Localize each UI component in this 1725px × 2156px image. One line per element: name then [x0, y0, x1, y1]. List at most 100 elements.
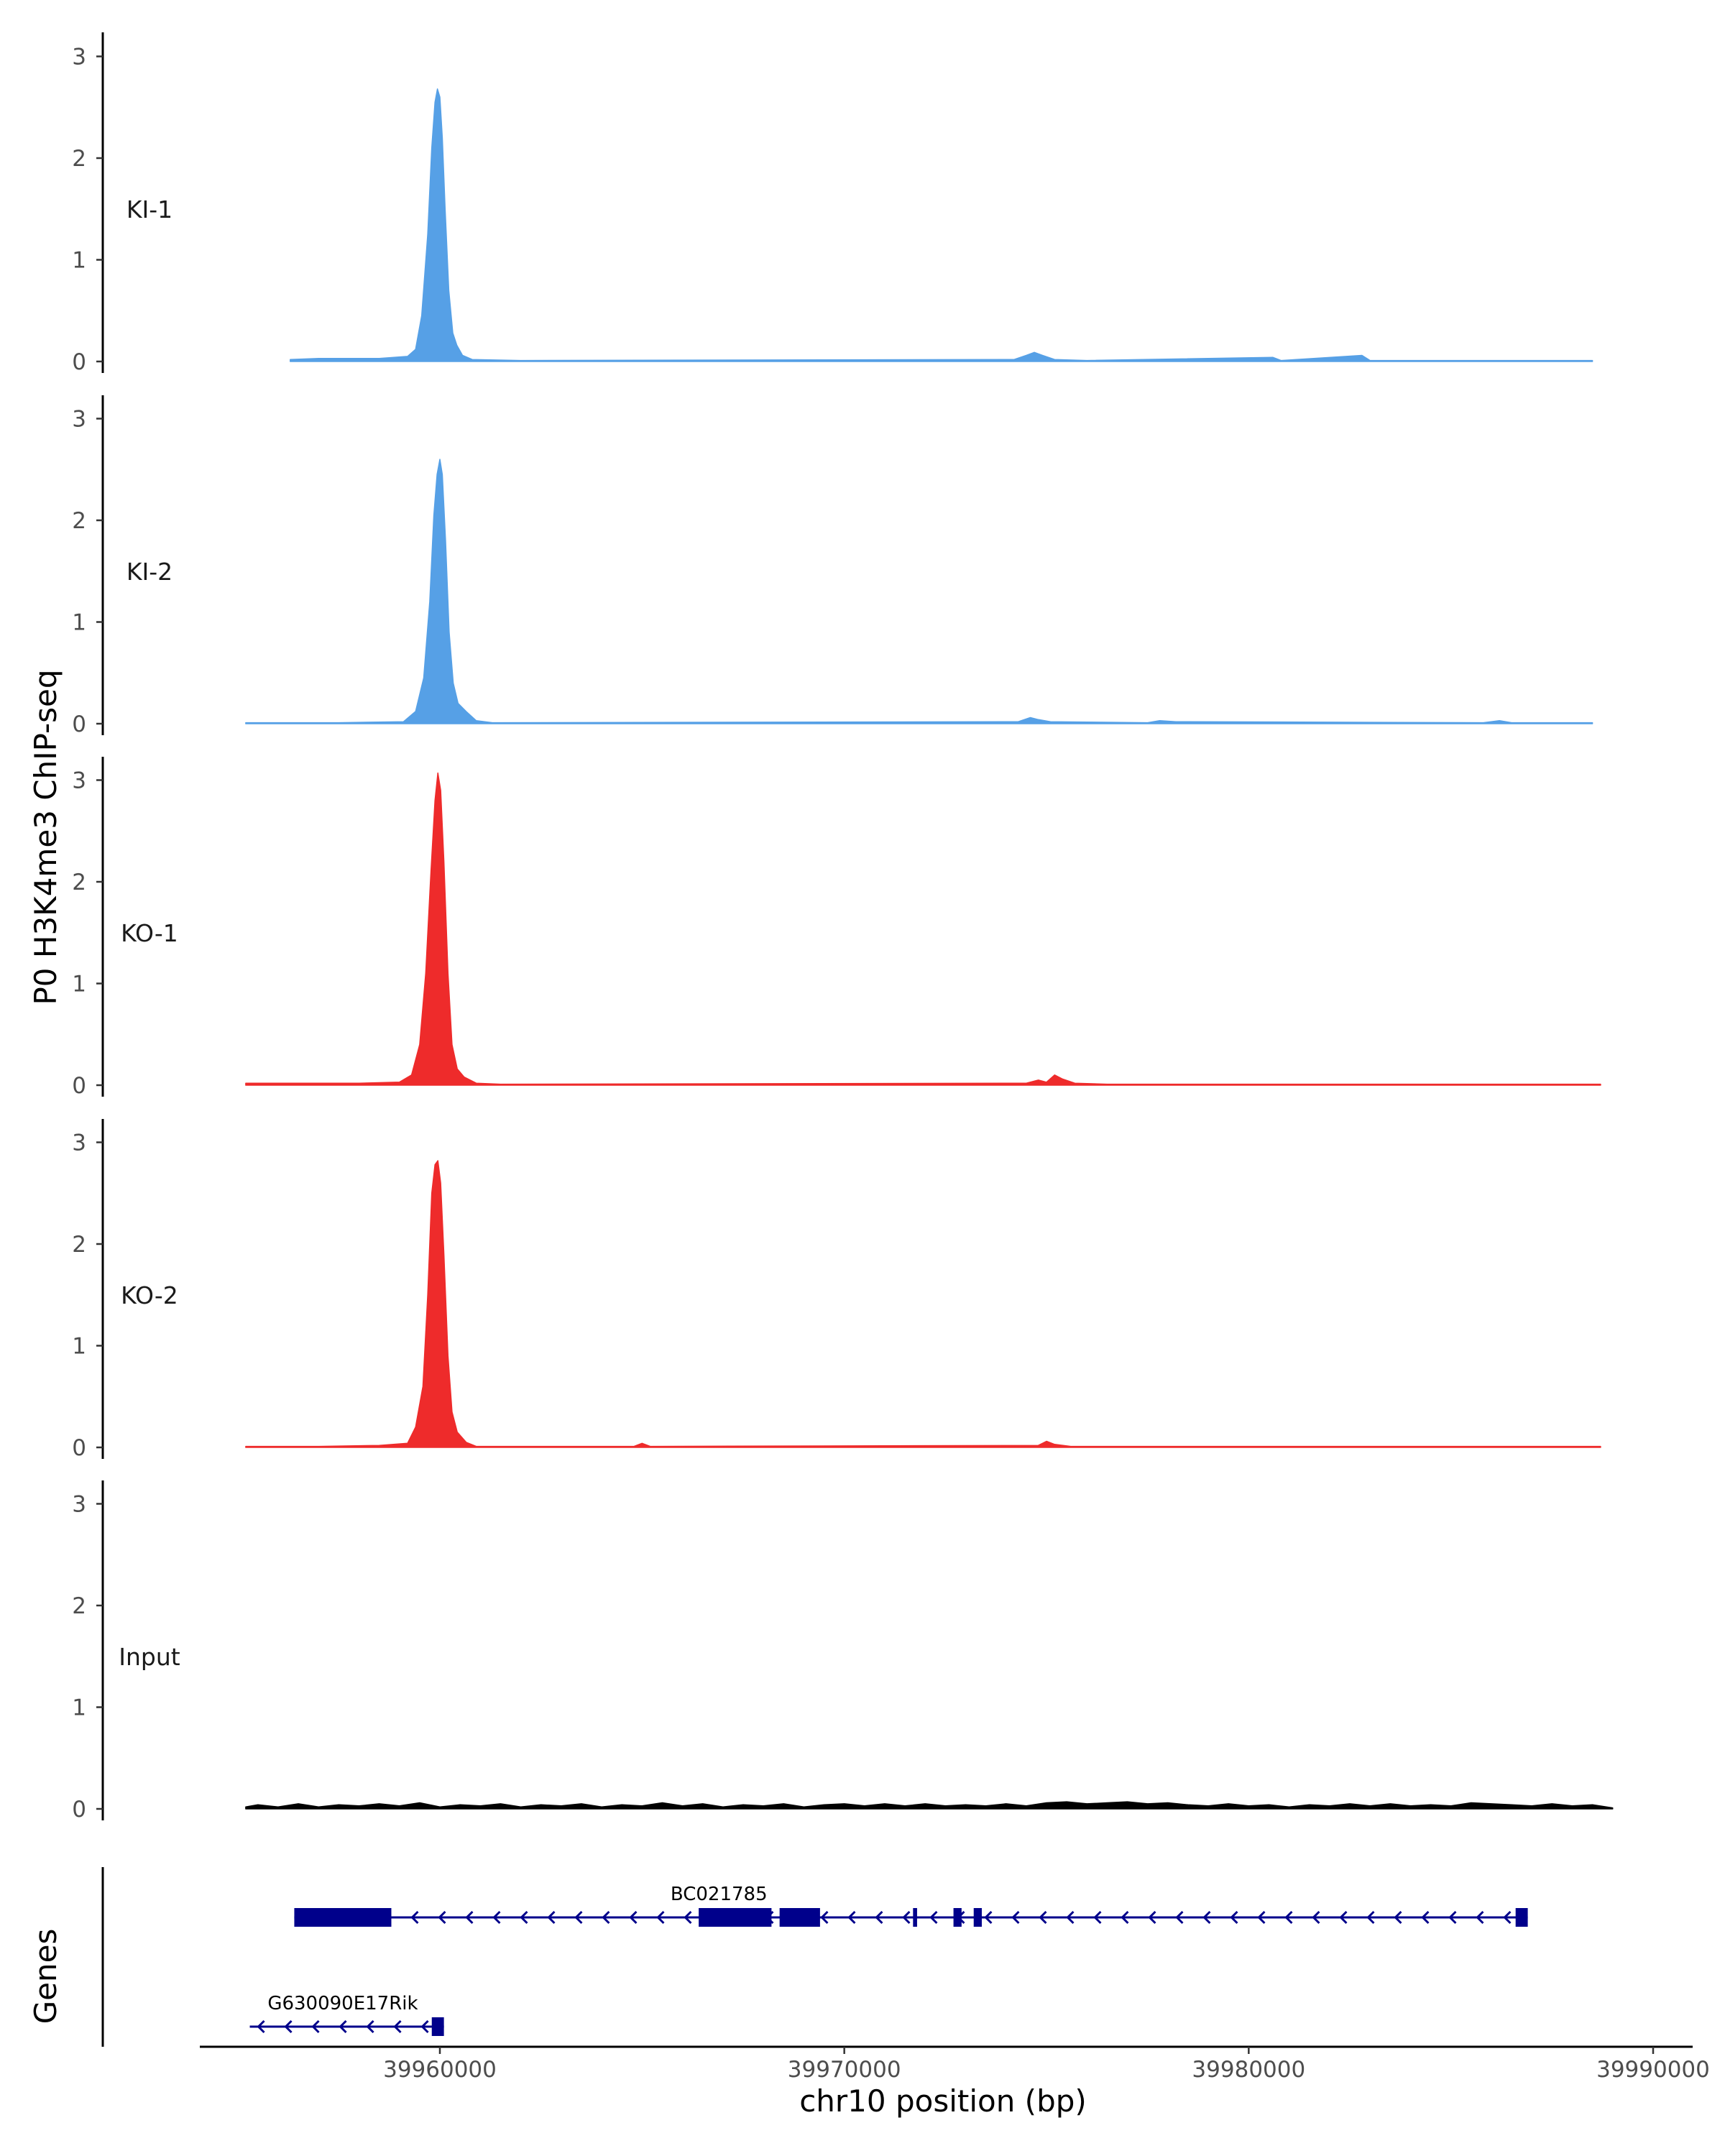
strand-arrow — [684, 1910, 692, 1925]
x-tick-label: 39960000 — [383, 2057, 497, 2083]
strand-arrow — [1202, 1910, 1211, 1925]
signal-area — [245, 1801, 1614, 1810]
y-tick-label: 0 — [72, 711, 86, 737]
strand-arrow — [902, 1910, 911, 1925]
strand-arrow — [1312, 1910, 1320, 1925]
strand-arrow — [847, 1910, 856, 1925]
y-tick-label: 0 — [72, 1435, 86, 1461]
gene-exon — [779, 1908, 820, 1927]
gene-bc021785: BC021785 — [294, 1884, 1528, 1927]
gene-exon — [431, 2017, 444, 2036]
x-tick-label: 39980000 — [1192, 2057, 1305, 2083]
strand-arrow — [1011, 1910, 1020, 1925]
track-ki-2: 0 1 2 3 KI-2 — [72, 395, 1593, 737]
strand-arrow — [1394, 1910, 1402, 1925]
strand-arrow — [1175, 1910, 1184, 1925]
gene-name-label: BC021785 — [671, 1884, 768, 1905]
strand-arrow — [929, 1910, 938, 1925]
y-axis-title: P0 H3K4me3 ChIP-seq — [28, 669, 63, 1005]
signal-area — [245, 1160, 1601, 1448]
strand-arrow — [420, 2019, 429, 2034]
x-axis: 39960000 39970000 39980000 39990000 — [200, 2045, 1710, 2083]
strand-arrow — [1230, 1910, 1238, 1925]
strand-arrow — [410, 1910, 419, 1925]
strand-arrow — [1093, 1910, 1102, 1925]
strand-arrow — [656, 1910, 665, 1925]
gene-exon — [953, 1908, 962, 1927]
strand-arrow — [1121, 1910, 1129, 1925]
strand-arrow — [492, 1910, 501, 1925]
signal-area — [290, 88, 1593, 362]
y-tick-label: 0 — [72, 1797, 86, 1823]
strand-arrow — [1503, 1910, 1512, 1925]
y-tick-label: 1 — [72, 248, 86, 274]
y-tick-label: 0 — [72, 1073, 86, 1099]
signal-area — [245, 459, 1593, 724]
strand-arrow — [602, 1910, 610, 1925]
x-tick-label: 39970000 — [788, 2057, 901, 2083]
x-axis-title: chr10 position (bp) — [799, 2083, 1087, 2119]
signal-tracks: 0 1 2 3 KI-1 0 1 2 3 KI-2 0 1 2 3 KO-1 0 1 2 3 KO-2 0 1 2 3 Inpu… — [72, 32, 1614, 1823]
strand-arrow — [393, 2019, 402, 2034]
gene-track: BC021785 G630090E17Rik — [101, 1867, 1528, 2047]
y-tick-label: 3 — [72, 407, 86, 433]
y-tick-label: 1 — [72, 610, 86, 636]
strand-arrow — [257, 2019, 265, 2034]
strand-arrow — [984, 1910, 993, 1925]
y-tick-label: 2 — [72, 1232, 86, 1258]
gene-g630090e17rik: G630090E17Rik — [249, 1993, 444, 2036]
strand-arrow — [547, 1910, 556, 1925]
y-tick-label: 0 — [72, 349, 86, 375]
y-tick-label: 1 — [72, 1695, 86, 1721]
y-tick-label: 2 — [72, 1593, 86, 1619]
gene-exon — [1515, 1908, 1528, 1927]
y-tick-label: 1 — [72, 972, 86, 998]
strand-arrow — [820, 1910, 829, 1925]
y-tick-label: 2 — [72, 870, 86, 895]
gene-name-label: G630090E17Rik — [267, 1993, 418, 2014]
strand-arrow — [284, 2019, 293, 2034]
strand-arrow — [1284, 1910, 1293, 1925]
signal-area — [245, 772, 1601, 1086]
strand-arrow — [438, 1910, 446, 1925]
strand-arrow — [1448, 1910, 1457, 1925]
y-tick-label: 2 — [72, 508, 86, 534]
strand-arrow — [311, 2019, 320, 2034]
track-ko-2: 0 1 2 3 KO-2 — [72, 1119, 1601, 1461]
track-label: KI-1 — [126, 195, 172, 224]
strand-arrow — [875, 1910, 883, 1925]
track-label: KO-1 — [121, 919, 178, 947]
strand-arrow — [520, 1910, 528, 1925]
strand-arrow — [1257, 1910, 1266, 1925]
gene-exon — [294, 1908, 392, 1927]
strand-arrow — [339, 2019, 347, 2034]
y-tick-label: 3 — [72, 1130, 86, 1156]
strand-arrow — [1148, 1910, 1156, 1925]
gene-exon — [973, 1908, 982, 1927]
track-label: Input — [119, 1643, 180, 1671]
track-label: KO-2 — [121, 1281, 178, 1309]
strand-arrow — [465, 1910, 474, 1925]
strand-arrow — [1339, 1910, 1348, 1925]
track-input: 0 1 2 3 Input — [72, 1480, 1614, 1823]
strand-arrow — [1476, 1910, 1484, 1925]
track-ki-1: 0 1 2 3 KI-1 — [72, 32, 1593, 375]
x-tick-label: 39990000 — [1596, 2057, 1710, 2083]
gene-exon — [699, 1908, 772, 1927]
strand-arrow — [1366, 1910, 1375, 1925]
y-tick-label: 2 — [72, 146, 86, 172]
y-tick-label: 3 — [72, 45, 86, 70]
strand-arrow — [1039, 1910, 1047, 1925]
track-label: KI-2 — [126, 558, 172, 586]
y-tick-label: 3 — [72, 1492, 86, 1518]
strand-arrow — [629, 1910, 638, 1925]
gene-exon — [913, 1908, 917, 1927]
strand-arrow — [1066, 1910, 1075, 1925]
strand-arrow — [366, 2019, 374, 2034]
genes-axis-title: Genes — [28, 1929, 63, 2024]
strand-arrow — [574, 1910, 583, 1925]
y-tick-label: 1 — [72, 1334, 86, 1360]
y-tick-label: 3 — [72, 768, 86, 794]
